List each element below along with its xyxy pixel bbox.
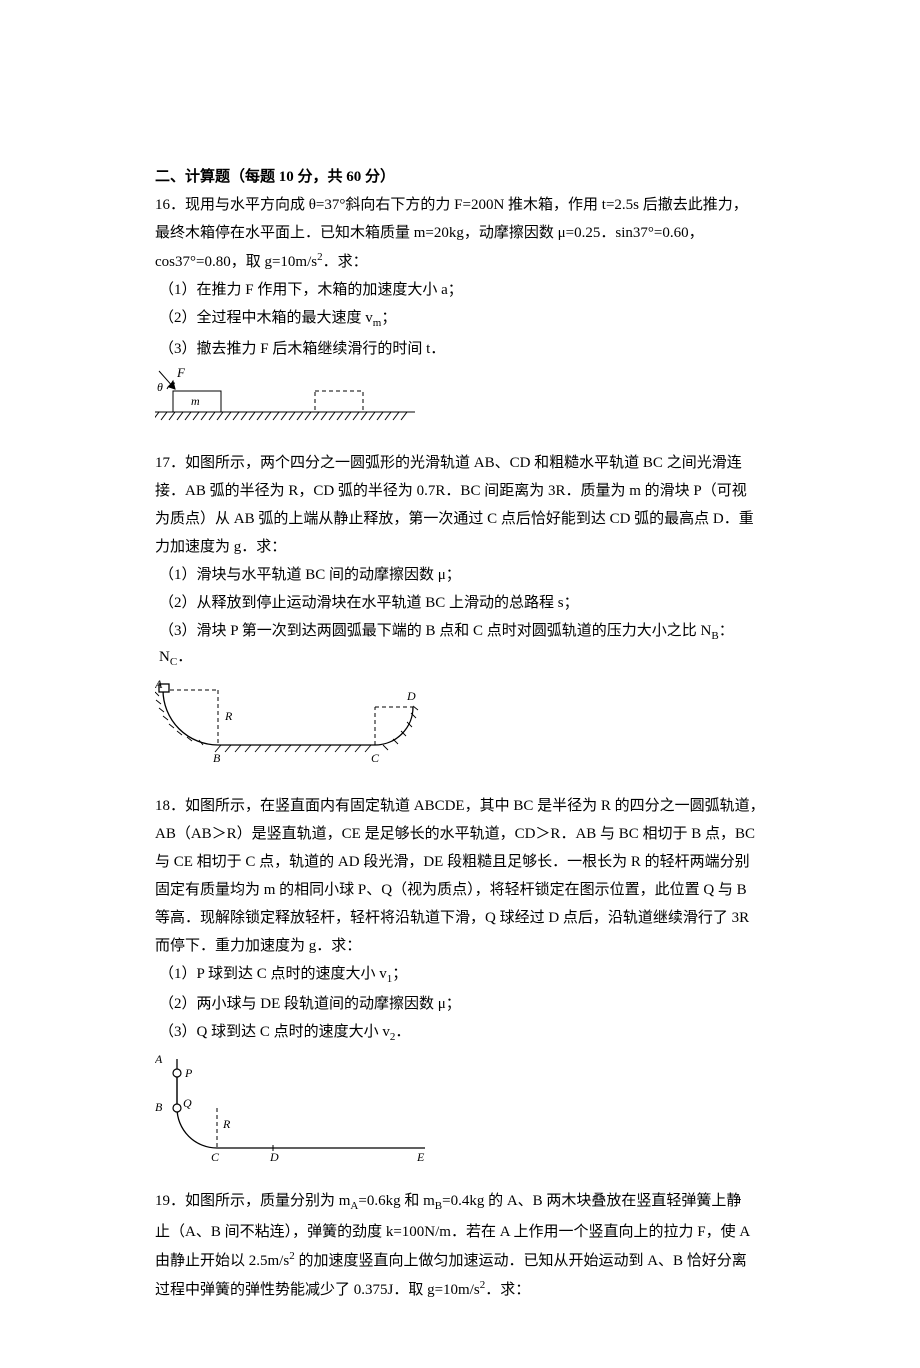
- p16-q2: （2）全过程中木箱的最大速度 vm；: [155, 306, 765, 333]
- p17-R: R: [224, 709, 233, 723]
- p19-l1-mid: =0.6kg 和 m: [358, 1193, 434, 1209]
- p18-l2: AB（AB＞R）是竖直轨道，CE 是足够长的水平轨道，CD＞R．AB 与 BC …: [155, 822, 765, 846]
- p17-l2: 接．AB 弧的半径为 R，CD 弧的半径为 0.7R．BC 间距离为 3R．质量…: [155, 479, 765, 503]
- p18-P: P: [184, 1066, 193, 1080]
- p19-l4b: ．求：: [485, 1282, 530, 1298]
- p19-l3: 由静止开始以 2.5m/s2 的加速度竖直向上做匀加速运动．已知从开始运动到 A…: [155, 1248, 765, 1273]
- p18-B: B: [155, 1100, 163, 1114]
- p17-D: D: [406, 689, 416, 703]
- p19-l3a: 由静止开始以 2.5m/s: [155, 1253, 289, 1269]
- p16-intro-line1: 16．现用与水平方向成 θ=37°斜向右下方的力 F=200N 推木箱，作用 t…: [155, 193, 765, 217]
- p19-l1: 19．如图所示，质量分别为 mA=0.6kg 和 mB=0.4kg 的 A、B …: [155, 1189, 765, 1216]
- p18-l1: 18．如图所示，在竖直面内有固定轨道 ABCDE，其中 BC 是半径为 R 的四…: [155, 794, 765, 818]
- p17-l3: 为质点）从 AB 弧的上端从静止释放，第一次通过 C 点后恰好能到达 CD 弧的…: [155, 507, 765, 531]
- p19-l4a: 过程中弹簧的弹性势能减少了 0.375J．取 g=10m/s: [155, 1282, 480, 1298]
- p18-R: R: [222, 1117, 231, 1131]
- p18-l6: 而停下．重力加速度为 g．求：: [155, 934, 765, 958]
- problem-19: 19．如图所示，质量分别为 mA=0.6kg 和 mB=0.4kg 的 A、B …: [155, 1189, 765, 1302]
- p19-l2: 止（A、B 间不粘连），弹簧的劲度 k=100N/m．若在 A 上作用一个竖直向…: [155, 1220, 765, 1244]
- p18-E: E: [416, 1150, 425, 1163]
- p17-q3: （3）滑块 P 第一次到达两圆弧最下端的 B 点和 C 点时对圆弧轨道的压力大小…: [155, 619, 765, 672]
- p18-diagram-svg: A P B Q R C D E: [155, 1053, 435, 1163]
- p19-l1b: =0.4kg 的 A、B 两木块叠放在竖直轻弹簧上静: [442, 1193, 741, 1209]
- p18-q1: （1）P 球到达 C 点时的速度大小 v1；: [155, 962, 765, 989]
- p16-q2a: （2）全过程中木箱的最大速度 v: [159, 310, 373, 326]
- p18-q3a: （3）Q 球到达 C 点时的速度大小 v: [159, 1024, 390, 1040]
- p17-C: C: [371, 751, 380, 765]
- p16-intro-line3a: cos37°=0.80，取 g=10m/s: [155, 254, 317, 270]
- p18-q1a: （1）P 球到达 C 点时的速度大小 v: [159, 966, 387, 982]
- p18-q2: （2）两小球与 DE 段轨道间的动摩擦因数 μ；: [155, 992, 765, 1016]
- p16-theta-label: θ: [157, 380, 163, 394]
- p16-intro-line2: 最终木箱停在水平面上．已知木箱质量 m=20kg，动摩擦因数 μ=0.25．si…: [155, 221, 765, 245]
- p18-q3: （3）Q 球到达 C 点时的速度大小 v2．: [155, 1020, 765, 1047]
- p16-q3: （3）撤去推力 F 后木箱继续滑行的时间 t．: [155, 337, 765, 361]
- p17-q3a: （3）滑块 P 第一次到达两圆弧最下端的 B 点和 C 点时对圆弧轨道的压力大小…: [159, 623, 711, 639]
- p17-B: B: [213, 751, 221, 765]
- p18-C: C: [211, 1150, 220, 1163]
- p17-A: A: [155, 678, 163, 691]
- page-container: 二、计算题（每题 10 分，共 60 分） 16．现用与水平方向成 θ=37°斜…: [0, 0, 920, 1368]
- problem-16: 16．现用与水平方向成 θ=37°斜向右下方的力 F=200N 推木箱，作用 t…: [155, 193, 765, 425]
- p18-q1b: ；: [392, 966, 407, 982]
- p18-diagram: A P B Q R C D E: [155, 1053, 765, 1163]
- p17-q3c: ．: [177, 649, 192, 665]
- p16-q2b: ；: [381, 310, 396, 326]
- p19-l4: 过程中弹簧的弹性势能减少了 0.375J．取 g=10m/s2．求：: [155, 1277, 765, 1302]
- p16-intro-line3b: ．求：: [323, 254, 368, 270]
- p16-m-label: m: [191, 394, 200, 408]
- p16-q1: （1）在推力 F 作用下，木箱的加速度大小 a；: [155, 278, 765, 302]
- section-heading: 二、计算题（每题 10 分，共 60 分）: [155, 165, 765, 189]
- p17-diagram: A B C D R: [155, 678, 765, 768]
- p19-l3b: 的加速度竖直向上做匀加速运动．已知从开始运动到 A、B 恰好分离: [295, 1253, 747, 1269]
- problem-18: 18．如图所示，在竖直面内有固定轨道 ABCDE，其中 BC 是半径为 R 的四…: [155, 794, 765, 1163]
- p19-l1-sub2: B: [435, 1200, 442, 1212]
- p17-l4: 力加速度为 g．求：: [155, 535, 765, 559]
- p18-Q: Q: [183, 1096, 192, 1110]
- p17-q3-sub1: B: [711, 630, 718, 642]
- p18-l5: 等高．现解除锁定释放轻杆，轻杆将沿轨道下滑，Q 球经过 D 点后，沿轨道继续滑行…: [155, 906, 765, 930]
- p18-l4: 固定有质量均为 m 的相同小球 P、Q（视为质点），将轻杆锁定在图示位置，此位置…: [155, 878, 765, 902]
- p18-l3: 与 CE 相切于 C 点，轨道的 AD 段光滑，DE 段粗糙且足够长．一根长为 …: [155, 850, 765, 874]
- p17-q2: （2）从释放到停止运动滑块在水平轨道 BC 上滑动的总路程 s；: [155, 591, 765, 615]
- p19-l1a: 19．如图所示，质量分别为 m: [155, 1193, 350, 1209]
- p16-F-label: F: [176, 367, 186, 380]
- problem-17: 17．如图所示，两个四分之一圆弧形的光滑轨道 AB、CD 和粗糙水平轨道 BC …: [155, 451, 765, 768]
- p17-q1: （1）滑块与水平轨道 BC 间的动摩擦因数 μ；: [155, 563, 765, 587]
- p16-diagram-svg: F θ m: [155, 367, 415, 425]
- p18-D: D: [269, 1150, 279, 1163]
- p16-intro-line3: cos37°=0.80，取 g=10m/s2．求：: [155, 249, 765, 274]
- p17-l1: 17．如图所示，两个四分之一圆弧形的光滑轨道 AB、CD 和粗糙水平轨道 BC …: [155, 451, 765, 475]
- p18-A: A: [155, 1053, 163, 1066]
- p18-q3b: ．: [395, 1024, 410, 1040]
- p17-diagram-svg: A B C D R: [155, 678, 435, 768]
- p16-diagram: F θ m: [155, 367, 765, 425]
